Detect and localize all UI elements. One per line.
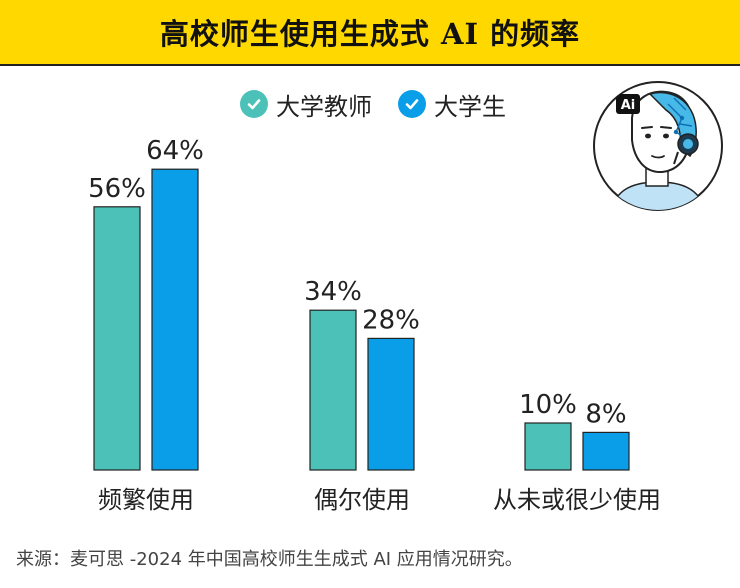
legend-item-students: 大学生: [398, 87, 506, 122]
ai-badge-text: Ai: [621, 98, 636, 113]
legend-label-teachers: 大学教师: [276, 92, 372, 121]
category-label: 从未或很少使用: [493, 486, 661, 514]
bar-teachers-2: [524, 422, 572, 471]
category-label: 偶尔使用: [314, 486, 410, 514]
legend-label-students: 大学生: [434, 92, 506, 121]
check-circle-icon: [398, 90, 426, 118]
check-circle-icon: [240, 90, 268, 118]
legend: 大学教师 大学生: [240, 84, 506, 124]
category-label: 频繁使用: [98, 486, 194, 514]
bar-students-0: [151, 168, 199, 471]
bar-teachers-1: [309, 309, 357, 471]
bar-students-1: [367, 337, 415, 471]
data-label: 34%: [304, 277, 362, 307]
legend-item-teachers: 大学教师: [240, 87, 372, 122]
chart-title: 高校师生使用生成式 AI 的频率: [159, 17, 581, 51]
bar-students-2: [582, 431, 630, 471]
data-label: 56%: [88, 174, 146, 204]
ai-avatar-illustration: Ai: [593, 81, 723, 211]
data-label: 28%: [362, 305, 420, 335]
data-label: 10%: [519, 390, 577, 420]
data-label: 64%: [146, 136, 204, 166]
data-label: 8%: [585, 399, 626, 429]
source-note: 来源：麦可思 -2024 年中国高校师生生成式 AI 应用情况研究。: [16, 549, 523, 570]
bar-teachers-0: [93, 206, 141, 471]
title-banner: 高校师生使用生成式 AI 的频率: [0, 0, 740, 66]
